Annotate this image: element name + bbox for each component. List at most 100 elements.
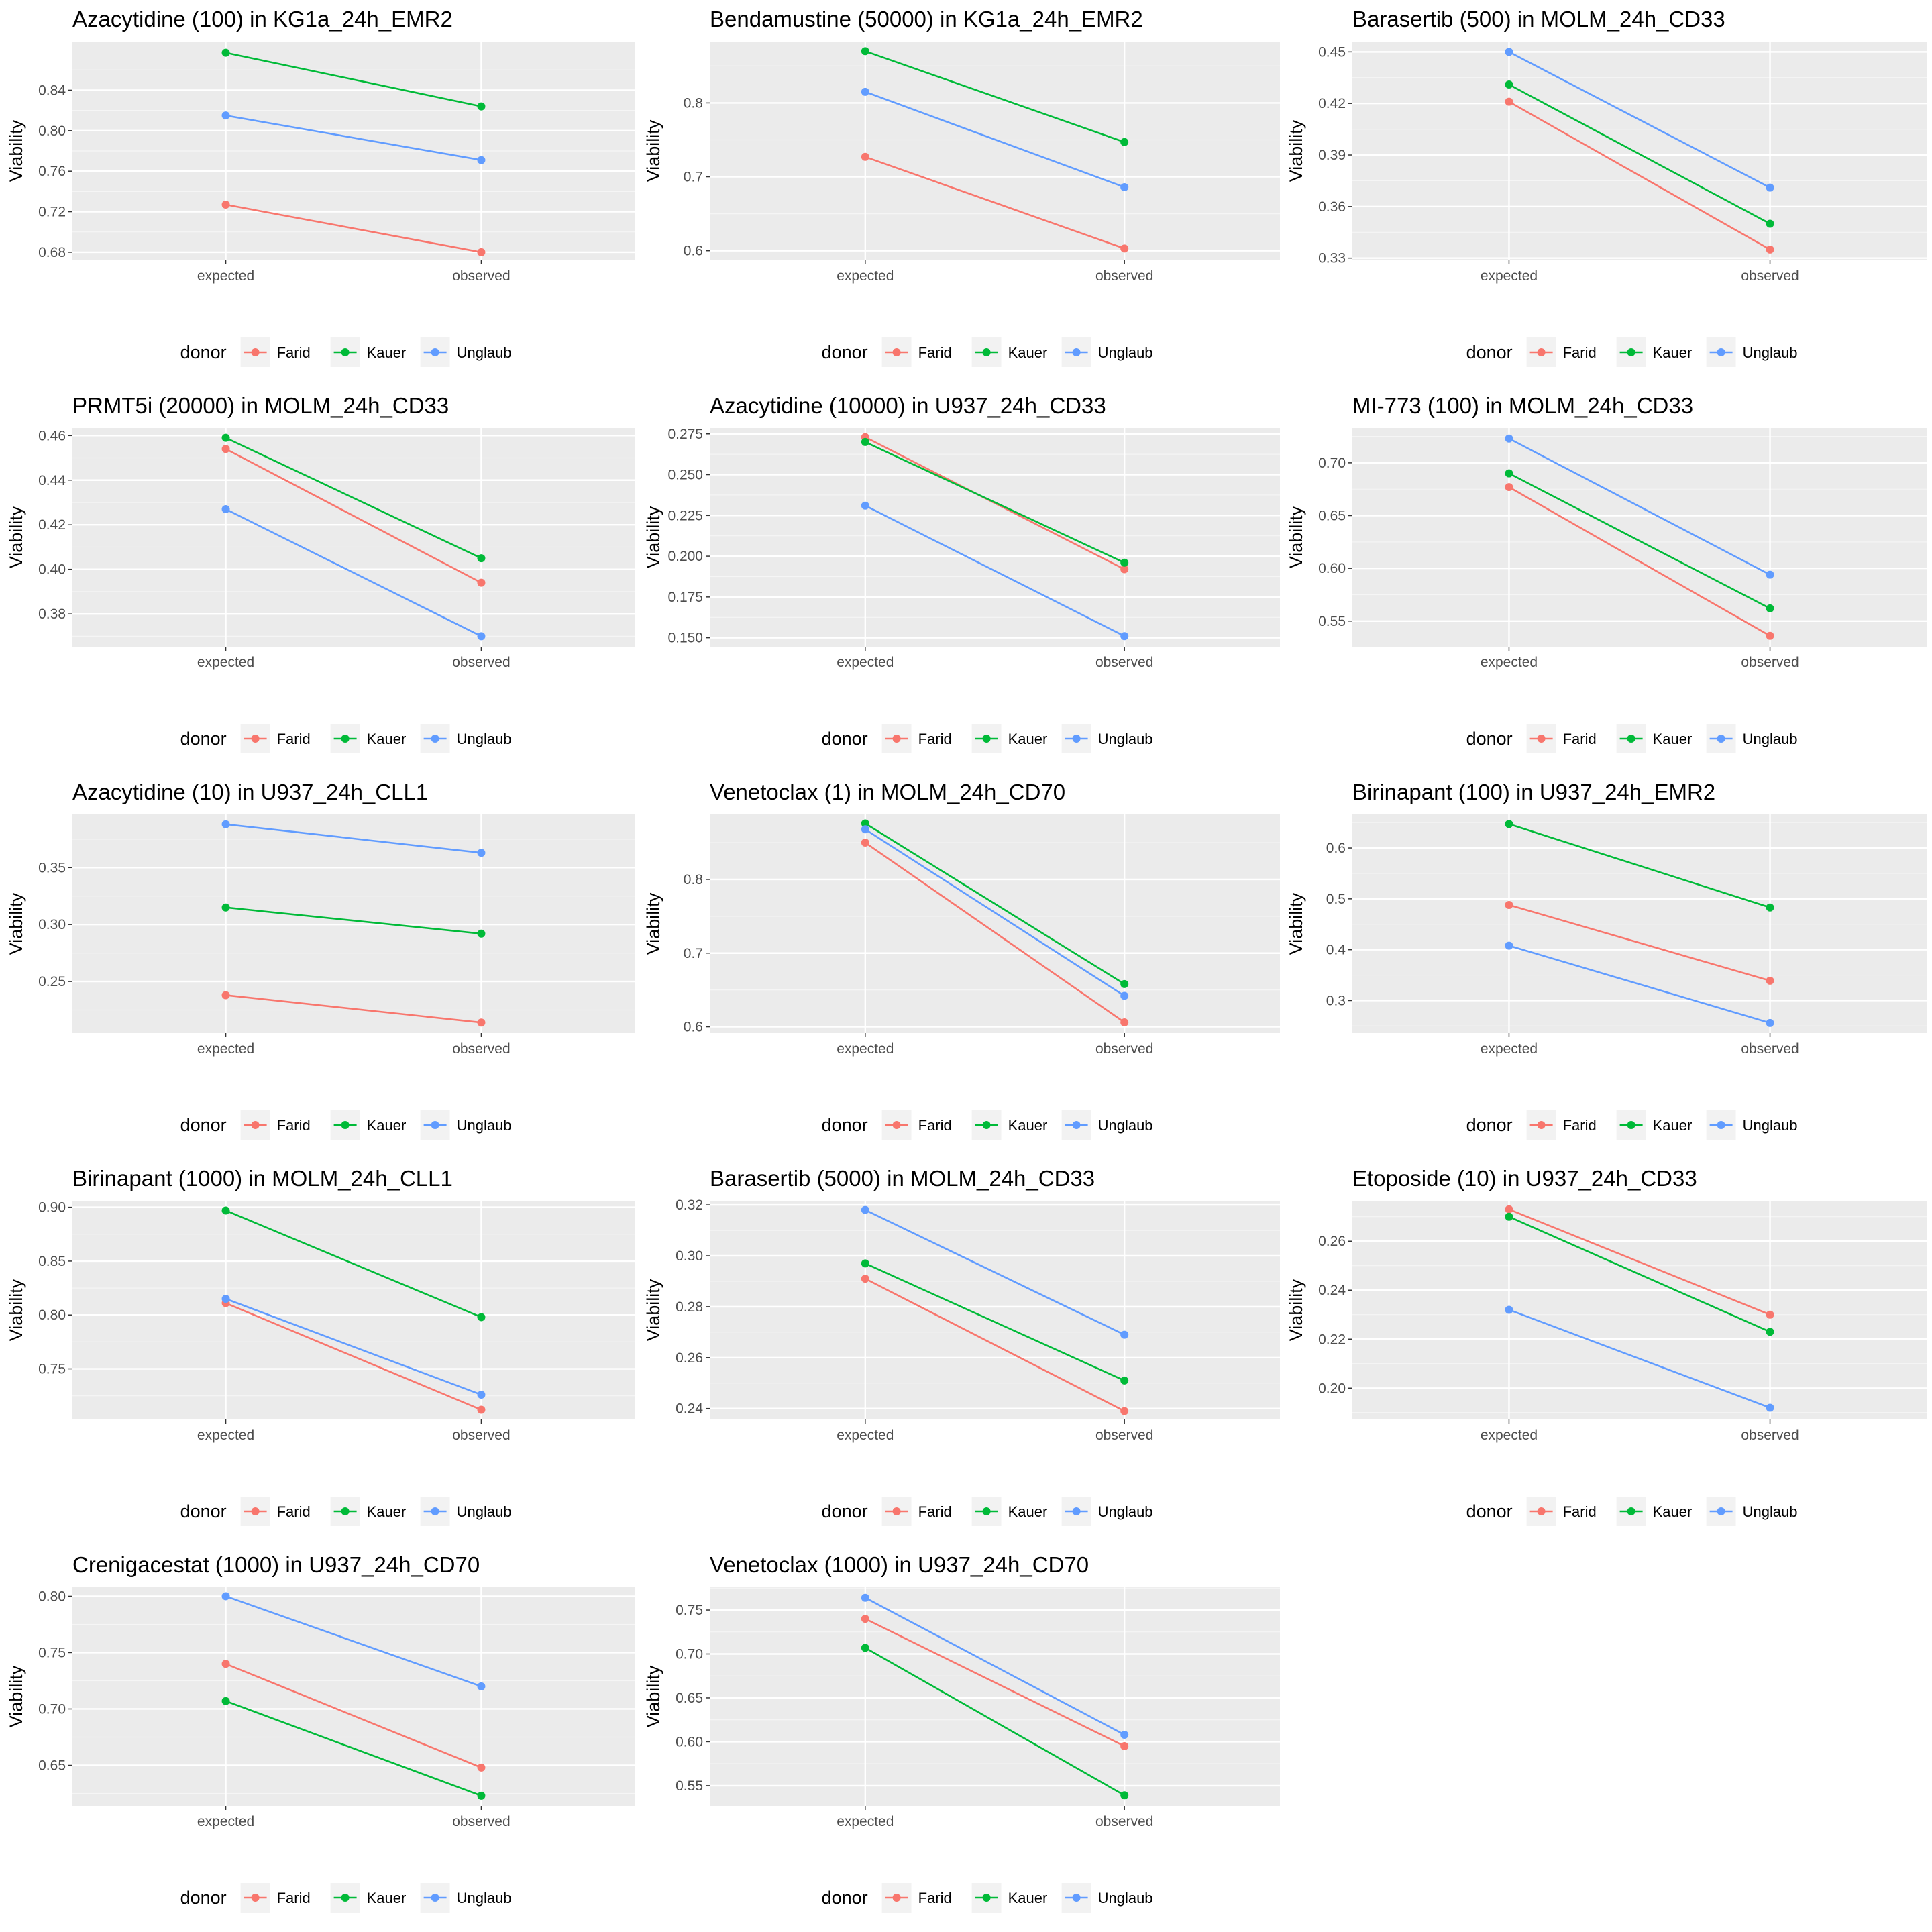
data-point-unglaub [1766, 1403, 1774, 1412]
y-tick-label: 0.80 [38, 1307, 66, 1323]
chart-panel-5: Azacytidine (10000) in U937_24h_CD33 0.15… [643, 393, 1280, 753]
series-line-kauer [865, 50, 1125, 144]
series-line-kauer [225, 1210, 482, 1318]
legend-label-farid: Farid [1563, 1117, 1597, 1134]
legend-label-farid: Farid [918, 731, 952, 747]
data-point-kauer [221, 1206, 230, 1215]
y-axis-title: Viability [643, 1279, 663, 1341]
chart-panel-11: Barasertib (5000) in MOLM_24h_CD33 0.24 0.… [643, 1166, 1280, 1526]
series-line-farid [865, 841, 1125, 1024]
legend: donor Farid Kauer Unglaub [822, 1497, 1153, 1526]
legend-key-point [1072, 348, 1081, 356]
y-axis-title: Viability [643, 506, 663, 568]
x-tick-label: observed [1741, 655, 1799, 670]
y-tick-label: 0.45 [1318, 44, 1346, 60]
y-tick-label: 0.42 [38, 517, 66, 533]
chart-title: Birinapant (100) in U937_24h_EMR2 [1352, 780, 1715, 804]
y-axis-title: Viability [1286, 892, 1306, 955]
y-tick-label: 0.32 [676, 1197, 703, 1213]
chart-title: PRMT5i (20000) in MOLM_24h_CD33 [72, 393, 449, 418]
legend-label-farid: Farid [1563, 344, 1597, 361]
data-point-kauer [221, 903, 230, 912]
y-tick-label: 0.80 [38, 123, 66, 139]
plot-background [1352, 42, 1927, 260]
data-point-kauer [1505, 820, 1513, 828]
data-point-kauer [1766, 219, 1774, 228]
legend-key-point [982, 1894, 991, 1902]
legend-key-point [1537, 1507, 1546, 1515]
series-line-kauer [865, 1263, 1125, 1382]
data-point-farid [1766, 631, 1774, 640]
legend-key-point [431, 735, 439, 743]
x-tick-label: observed [1095, 1041, 1153, 1057]
series-line-kauer [225, 437, 482, 559]
data-point-unglaub [1505, 48, 1513, 56]
legend-title: donor [180, 1501, 227, 1521]
legend-key-point [892, 348, 901, 356]
data-point-kauer [1120, 979, 1129, 988]
x-tick-label: expected [1481, 1041, 1538, 1057]
legend: donor Farid Kauer Unglaub [180, 1110, 512, 1140]
series-line-farid [1508, 1208, 1771, 1316]
legend-label-unglaub: Unglaub [1098, 1117, 1153, 1134]
data-point-unglaub [1766, 183, 1774, 192]
x-tick-label: observed [452, 1041, 510, 1057]
y-tick-label: 0.35 [38, 860, 66, 875]
x-tick-label: expected [837, 1428, 894, 1443]
legend: donor Farid Kauer Unglaub [1466, 337, 1798, 367]
x-tick-label: observed [452, 1814, 510, 1829]
series-line-unglaub [865, 1597, 1125, 1736]
plot-background [710, 1587, 1280, 1806]
series-line-farid [1508, 101, 1771, 250]
legend: donor Farid Kauer Unglaub [1466, 724, 1798, 753]
legend-key-point [1537, 1121, 1546, 1129]
chart-panel-9: Birinapant (100) in U937_24h_EMR2 0.3 0.4 0… [1286, 780, 1927, 1140]
x-tick-label: observed [1095, 1428, 1153, 1443]
plot-background [710, 1201, 1280, 1419]
legend-label-unglaub: Unglaub [1098, 1890, 1153, 1907]
y-tick-label: 0.250 [667, 468, 703, 483]
series-line-farid [1508, 486, 1771, 637]
y-tick-label: 0.38 [38, 606, 66, 622]
series-line-unglaub [1508, 437, 1771, 576]
legend-label-kauer: Kauer [367, 731, 407, 747]
series-line-kauer [225, 906, 482, 935]
legend-key-point [1537, 348, 1546, 356]
y-tick-label: 0.40 [38, 562, 66, 578]
legend: donor Farid Kauer Unglaub [180, 1497, 512, 1526]
legend-label-unglaub: Unglaub [1098, 344, 1153, 361]
legend-key-point [431, 348, 439, 356]
data-point-farid [861, 839, 869, 847]
y-tick-label: 0.44 [38, 473, 66, 488]
legend-label-farid: Farid [277, 344, 311, 361]
data-point-farid [1505, 483, 1513, 492]
series-line-kauer [1509, 823, 1770, 908]
y-tick-label: 0.55 [676, 1778, 703, 1794]
y-tick-label: 0.72 [38, 205, 66, 220]
data-point-unglaub [861, 501, 869, 510]
y-axis-title: Viability [6, 1279, 26, 1341]
data-point-unglaub [1120, 182, 1129, 191]
legend-key-point [431, 1507, 439, 1515]
data-point-farid [1766, 245, 1774, 254]
legend-key-point [1717, 348, 1725, 356]
legend-title: donor [1466, 1115, 1513, 1135]
data-point-farid [861, 152, 869, 161]
legend-key-point [892, 1894, 901, 1902]
y-axis-title: Viability [643, 1665, 663, 1727]
x-tick-label: expected [197, 1814, 254, 1829]
y-axis-title: Viability [643, 892, 663, 955]
y-tick-label: 0.3 [1326, 993, 1346, 1008]
data-point-kauer [1505, 80, 1513, 89]
legend-key-point [341, 1507, 350, 1515]
chart-title: Azacytidine (100) in KG1a_24h_EMR2 [72, 7, 453, 32]
series-line-farid [225, 1663, 482, 1769]
chart-panel-2: Bendamustine (50000) in KG1a_24h_EMR2 0.6… [643, 7, 1280, 367]
legend-label-kauer: Kauer [1653, 731, 1693, 747]
legend-title: donor [180, 342, 227, 362]
data-point-kauer [1505, 1212, 1513, 1221]
chart-panel-8: Venetoclax (1) in MOLM_24h_CD70 0.6 0.7 0.8… [643, 780, 1280, 1140]
legend-key-point [1627, 348, 1635, 356]
legend-label-farid: Farid [277, 1117, 311, 1134]
legend-key-point [1627, 735, 1635, 743]
